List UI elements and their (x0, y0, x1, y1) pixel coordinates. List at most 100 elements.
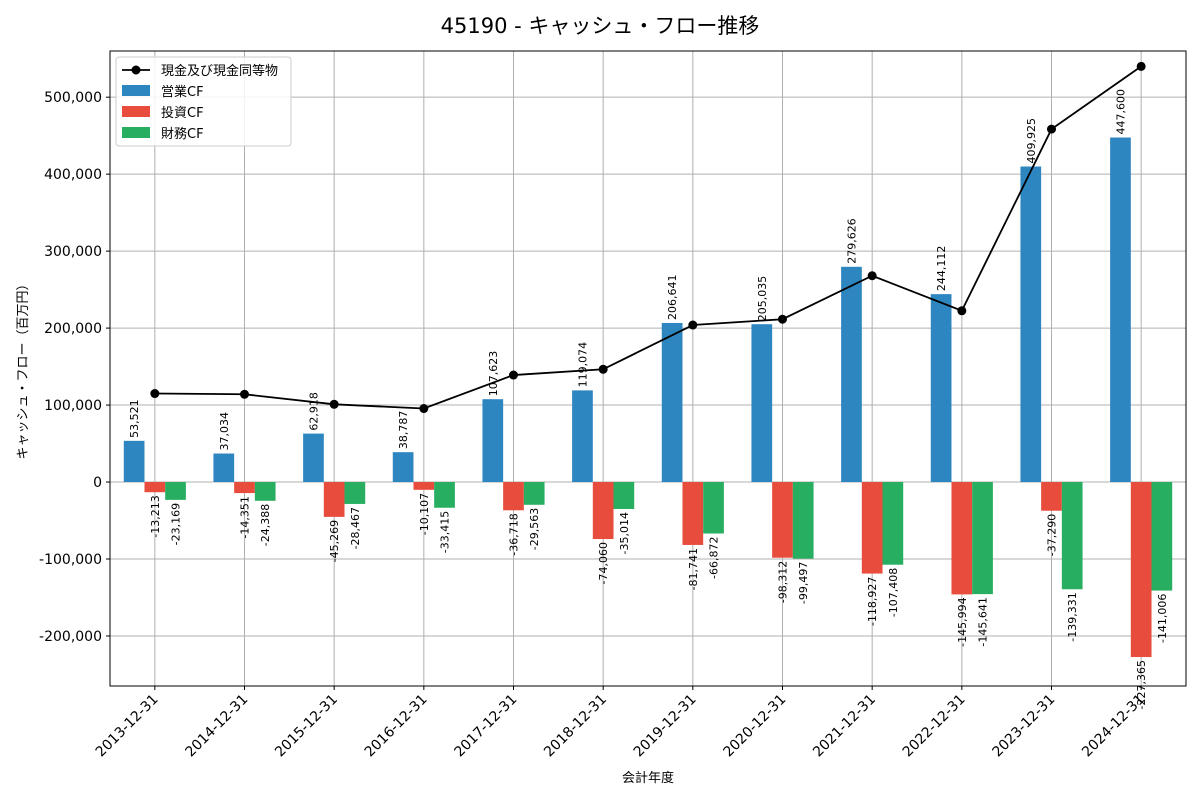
legend-label-3: 財務CF (161, 127, 204, 142)
x-tick-label: 2024-12-31 (1079, 692, 1148, 761)
data-label-1-2: -45,269 (328, 520, 341, 562)
bar-1-1 (234, 482, 255, 494)
bar-0-4 (482, 399, 504, 483)
bar-1-2 (323, 482, 345, 517)
bar-1-10 (1041, 482, 1062, 511)
y-tick-label: -100,000 (39, 552, 102, 568)
x-tick-label: 2013-12-31 (93, 692, 162, 761)
data-label-1-9: -145,994 (956, 597, 969, 646)
data-label-2-9: -145,641 (977, 597, 990, 646)
y-tick-label: 100,000 (44, 398, 102, 414)
cash-point-8 (867, 271, 877, 281)
data-label-2-3: -33,415 (439, 511, 452, 553)
y-tick-label: -200,000 (39, 629, 102, 645)
cash-point-3 (419, 404, 429, 414)
bar-1-0 (144, 482, 166, 493)
bar-2-9 (972, 482, 993, 595)
bar-1-6 (682, 482, 704, 545)
cash-point-7 (778, 314, 787, 324)
bar-0-11 (1110, 137, 1131, 483)
x-tick-label: 2022-12-31 (900, 692, 969, 761)
data-label-0-7: 205,035 (756, 276, 769, 322)
data-labels: 53,521 37,034 62,918 38,787 107,623 119,074 20… (128, 89, 1169, 709)
bar-2-0 (165, 482, 186, 500)
legend-marker (131, 65, 141, 75)
bar-2-10 (1061, 482, 1083, 590)
x-tick-label: 2015-12-31 (272, 692, 341, 761)
x-tick-label: 2014-12-31 (182, 692, 251, 761)
data-label-0-1: 37,034 (218, 412, 231, 451)
data-label-2-11: -141,006 (1156, 594, 1169, 643)
data-label-2-5: -35,014 (618, 512, 631, 554)
bar-1-3 (413, 482, 435, 490)
bar-2-5 (613, 482, 635, 509)
x-tick-label: 2020-12-31 (720, 692, 789, 761)
bar-2-6 (703, 482, 724, 534)
data-label-0-6: 206,641 (666, 274, 679, 320)
data-label-0-10: 409,925 (1025, 118, 1038, 164)
x-tick-label: 2021-12-31 (810, 692, 879, 761)
data-label-0-2: 62,918 (307, 392, 320, 431)
bar-0-6 (661, 322, 683, 483)
bar-1-7 (772, 482, 793, 558)
x-tick-label: 2017-12-31 (451, 692, 520, 761)
data-label-1-11: -227,365 (1135, 660, 1148, 709)
y-tick-label: 0 (93, 475, 102, 491)
bar-2-4 (523, 482, 545, 505)
data-label-2-8: -107,408 (887, 568, 900, 617)
data-label-2-6: -66,872 (708, 537, 721, 579)
bar-1-11 (1130, 482, 1152, 658)
x-tick-label: 2016-12-31 (362, 692, 431, 761)
data-label-0-8: 279,626 (845, 218, 858, 264)
x-tick-label: 2023-12-31 (989, 692, 1058, 761)
plot-frame (109, 50, 1187, 687)
data-label-2-10: -139,331 (1066, 592, 1079, 641)
bar-0-5 (572, 390, 593, 483)
legend-swatch-2 (122, 106, 150, 117)
bar-2-11 (1151, 482, 1173, 591)
axis-ticks: -200,000 -100,000 0 100,000 200,000 300,000 40… (39, 90, 1148, 760)
data-label-1-1: -14,351 (239, 496, 252, 538)
cash-point-6 (688, 320, 698, 330)
bar-0-10 (1020, 166, 1042, 483)
y-tick-label: 300,000 (44, 244, 102, 260)
legend-box (115, 56, 292, 147)
bar-2-7 (792, 482, 814, 559)
y-tick-label: 400,000 (44, 167, 102, 183)
y-tick-label: 200,000 (44, 321, 102, 337)
bar-0-1 (213, 453, 235, 483)
bar-2-8 (882, 482, 904, 565)
data-label-1-5: -74,060 (597, 542, 610, 584)
bars (123, 137, 1173, 658)
data-label-2-7: -99,497 (797, 562, 810, 604)
bar-0-7 (751, 324, 773, 483)
x-tick-label: 2018-12-31 (541, 692, 610, 761)
legend-label-0: 現金及び現金同等物 (161, 63, 278, 79)
bar-0-2 (303, 433, 324, 483)
data-label-0-3: 38,787 (397, 411, 410, 450)
bar-2-3 (434, 482, 455, 508)
legend-label-2: 投資CF (161, 105, 204, 121)
bar-1-4 (503, 482, 524, 511)
data-label-2-2: -28,467 (349, 507, 362, 549)
data-label-1-8: -118,927 (866, 577, 879, 626)
bar-1-8 (861, 482, 883, 574)
bar-0-8 (841, 266, 862, 483)
data-label-2-1: -24,388 (259, 504, 272, 546)
bar-0-0 (123, 440, 145, 483)
cash-point-4 (509, 370, 518, 380)
bar-1-5 (592, 482, 614, 540)
cash-point-10 (1047, 124, 1056, 134)
cash-line-path (154, 65, 1142, 410)
legend-label-1: 営業CF (161, 84, 204, 100)
data-label-0-9: 244,112 (935, 246, 948, 292)
data-label-1-6: -81,741 (687, 548, 700, 590)
chart-title: 45190 - キャッシュ・フロー推移 (441, 14, 760, 38)
cash-point-11 (1136, 61, 1146, 71)
cash-point-5 (598, 364, 608, 374)
data-label-0-0: 53,521 (128, 399, 141, 438)
data-label-1-4: -36,718 (508, 513, 521, 555)
data-label-1-0: -13,213 (149, 495, 162, 537)
